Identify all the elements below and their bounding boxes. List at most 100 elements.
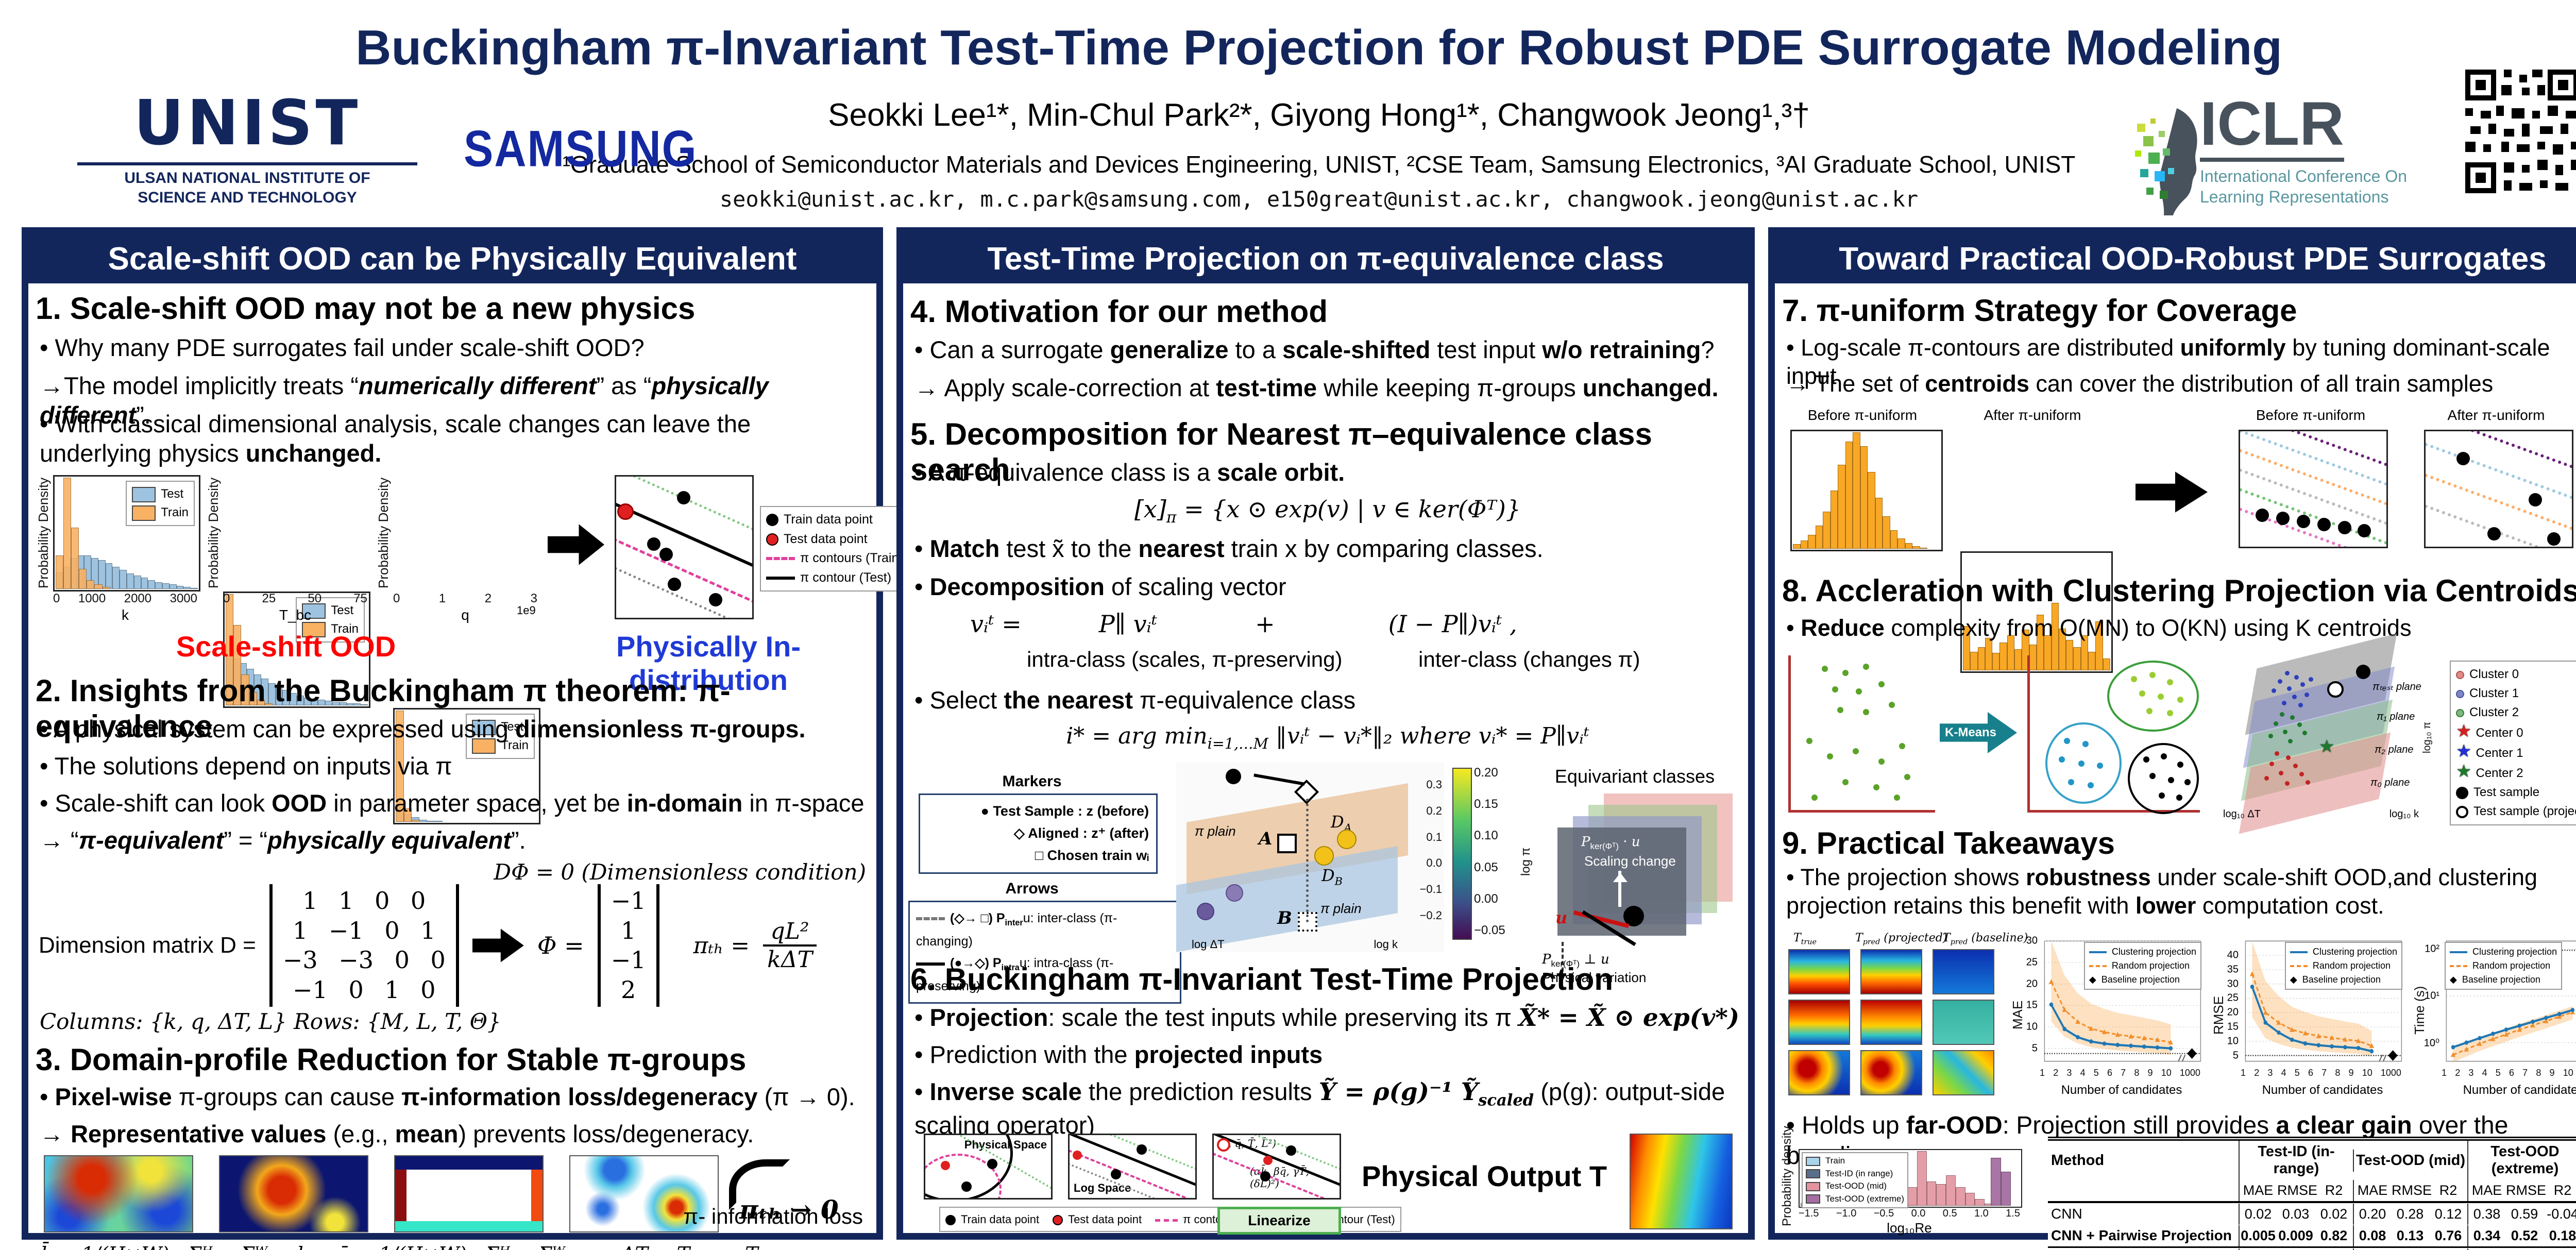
arrow-right-icon bbox=[472, 928, 524, 962]
train-sample-yellow-2 bbox=[1314, 846, 1334, 866]
table-group-header: Test-ID (in-range) bbox=[2239, 1141, 2353, 1180]
result-line-charts: MAE 30 25 20 15 10 5 Clustering projection Ra… bbox=[2010, 935, 2576, 1102]
section-9-title: 9. Practical Takeaways bbox=[1782, 826, 2115, 860]
hist-k-xticks: 0 1000 2000 3000 bbox=[53, 592, 197, 605]
train-swatch bbox=[132, 505, 156, 521]
s5-bullet-2: • Match test x̃ to the nearest train x b… bbox=[914, 535, 1544, 562]
pi-plain-label-2: π plain bbox=[1320, 901, 1362, 916]
pi-information-loss-label: π- information loss bbox=[683, 1204, 863, 1228]
plot3d-x-axis: log ΔT bbox=[1192, 938, 1225, 951]
physical-variation-label: Physical variation bbox=[1542, 970, 1647, 985]
s9-bullet-1: • The projection shows robustness under … bbox=[1786, 864, 2538, 919]
heatmap-k-field bbox=[44, 1155, 193, 1232]
figure-projection-3d: Markers ● Test Sample : z (before) ◇ Ali… bbox=[908, 763, 1743, 1004]
figure-scale-shift-histograms: Probability Density Test Train 0 1000 2000… bbox=[32, 475, 909, 824]
pi-contour-train-gray bbox=[616, 556, 752, 618]
log-space-plot: Log Space bbox=[1068, 1134, 1197, 1200]
unist-subtitle-2: SCIENCE AND TECHNOLOGY bbox=[138, 189, 357, 206]
dimensionless-condition: DΦ = 0 (Dimensionless condition) bbox=[494, 859, 866, 885]
arrow-right-icon bbox=[2136, 471, 2208, 513]
s2-bullet-4: → “π-equivalent” = “physically equivalen… bbox=[40, 826, 526, 854]
train-point bbox=[677, 491, 690, 504]
orbit-equation: [x]π = {x ⊙ exp(v) | v ∈ ker(Φᵀ)} bbox=[1134, 495, 1521, 527]
scaling-vector-label: Pker(Φᵀ) · u bbox=[1581, 834, 1640, 852]
s4-bullet-1: • Can a surrogate generalize to a scale-… bbox=[914, 336, 1715, 363]
s5-bullet-4: • Select the nearest π-equivalence class bbox=[914, 686, 1356, 714]
page-title: Buckingham π-Invariant Test-Time Project… bbox=[355, 20, 2282, 75]
test-open-circle bbox=[1217, 1138, 1230, 1152]
green-scatter bbox=[1788, 655, 1935, 813]
equivariant-classes-stack: Pker(Φᵀ) · u Scaling change u Pker(Φᵀ) ⊥… bbox=[1542, 793, 1743, 985]
test-dot bbox=[941, 1161, 950, 1170]
s5-bullet-3: • Decomposition of scaling vector bbox=[914, 573, 1286, 600]
unist-subtitle-1: ULSAN NATIONAL INSTITUTE OF bbox=[124, 170, 370, 187]
s8-bullet-1: • Reduce complexity from O(MN) to O(KN) … bbox=[1786, 615, 2412, 641]
caption-physically-in-distribution: Physically In-distribution bbox=[616, 630, 801, 696]
pi-plain-label-1: π plain bbox=[1195, 823, 1236, 839]
up-arrow-head bbox=[1613, 866, 1628, 882]
markers-legend: ● Test Sample : z (before) ◇ Aligned : z… bbox=[919, 793, 1158, 874]
authors: Seokki Lee¹*, Min-Chul Park²*, Giyong Ho… bbox=[828, 97, 1810, 133]
train-sample-purple-1 bbox=[1226, 884, 1243, 902]
heatmap-pi-degenerate bbox=[569, 1155, 719, 1232]
cluster-3d-plot: ★ πₜₑₛₜ plane π₁ plane π₂ plane π₀ plane… bbox=[2218, 633, 2434, 834]
figure-projection-results: Ttrue Tpred (projected) Tpred (baseline)… bbox=[1778, 932, 2576, 1102]
panel1-header: Scale-shift OOD can be Physically Equiva… bbox=[28, 234, 876, 283]
physical-space-plot: Physical Space bbox=[924, 1134, 1053, 1200]
s2-bullet-2: • The solutions depend on inputs via π bbox=[40, 752, 452, 780]
fig1-legend-2: Test Train bbox=[296, 597, 365, 643]
fig1-legend-3: Test Train bbox=[466, 714, 535, 759]
formula-dt: ΔT = Tₘₐₓ − Tₘᵢₙ bbox=[621, 1243, 782, 1250]
pi-to-zero-label: πₜₕ → 0 bbox=[739, 1194, 839, 1225]
cluster-green-ellipse bbox=[2107, 661, 2199, 732]
figure-pi-uniform: Before π-uniform After π-uniform Before … bbox=[1785, 407, 2576, 673]
intra-class-label: intra-class (scales, π-preserving) bbox=[1027, 647, 1343, 671]
test-sample-point bbox=[1226, 769, 1241, 784]
s6-bullet-1: • Projection: scale the test inputs whil… bbox=[914, 1004, 1740, 1032]
iclr-wordmark: ICLR bbox=[2200, 93, 2344, 162]
fig1-ylabel-2: Probability Density bbox=[206, 477, 221, 588]
kmeans-arrow: K-Means bbox=[1940, 712, 2017, 753]
heatmap-q-field bbox=[219, 1155, 368, 1232]
iclr-logo: ICLR International Conference On Learnin… bbox=[2200, 93, 2447, 207]
histogram-k: Test Train bbox=[53, 475, 200, 592]
s7-bullet-1: • Log-scale π-contours are distributed u… bbox=[1786, 334, 2550, 389]
hist-k-xlabel: k bbox=[122, 607, 129, 623]
center-star: ★ bbox=[2319, 737, 2335, 756]
scaling-change-label: Scaling change bbox=[1584, 853, 1676, 869]
projected-space-plot: (k̄, q̄, T̄, L̄²) (αk̄, βq̄, γT̄, (δL)²) bbox=[1212, 1134, 1341, 1200]
train-sample-purple-2 bbox=[1197, 903, 1214, 920]
affiliations: ¹Graduate School of Semiconductor Materi… bbox=[562, 151, 2076, 178]
s1-bullet-2: →The model implicitly treats “numericall… bbox=[40, 372, 769, 429]
scatter-before-pi-uniform bbox=[2239, 430, 2388, 548]
physical-output-heatmap bbox=[1630, 1134, 1733, 1229]
section-1-title: 1. Scale-shift OOD may not be a new phys… bbox=[36, 291, 696, 326]
test-point bbox=[617, 503, 634, 520]
cluster-legend: Cluster 0 Cluster 1 Cluster 2 ★ Center 0 … bbox=[2450, 661, 2576, 825]
plot3d-y-axis: log k bbox=[1374, 938, 1398, 951]
panel-scale-shift-ood: Scale-shift OOD can be Physically Equiva… bbox=[22, 227, 909, 1250]
section-4-title: 4. Motivation for our method bbox=[910, 294, 1328, 329]
s2-bullet-1: • A physical system can be expressed usi… bbox=[40, 715, 806, 742]
panel2-header: Test-Time Projection on π-equivalence cl… bbox=[903, 234, 1748, 283]
plot3d-z-ticks: 0.3 0.2 0.1 0.0 −0.1 −0.2 bbox=[1419, 778, 1442, 922]
unist-wordmark: UNIST bbox=[133, 88, 361, 159]
arrows-legend: (◇→ □) Pinteru: inter-class (π-changing)… bbox=[908, 901, 1181, 1004]
decomposition-equation: vᵢᵗ = P∥ vᵢᵗ + (I − P∥)vᵢᵗ , bbox=[970, 610, 1517, 638]
train-sample-yellow-1 bbox=[1337, 830, 1357, 849]
pi-contour-test bbox=[616, 492, 752, 578]
fig1-ylabel-3: Probability Density bbox=[376, 477, 391, 588]
intra-arrow-icon bbox=[916, 962, 945, 966]
table-row: CNN 0.02 0.03 0.02 0.20 0.28 0.12 0.38 0.59 -0.04 bbox=[2048, 1203, 2576, 1225]
panel-practical-surrogates: Toward Practical OOD-Robust PDE Surrogat… bbox=[1768, 227, 2576, 1250]
table-group-header: Test-OOD (extreme) bbox=[2467, 1141, 2576, 1180]
pi-th-fraction: qL² kΔT bbox=[763, 918, 817, 973]
heatmap-domain-mask bbox=[394, 1155, 544, 1232]
test-sample-dot bbox=[2356, 665, 2370, 679]
iclr-subtitle-2: Learning Representations bbox=[2200, 188, 2389, 206]
point-A-label: A bbox=[1259, 829, 1273, 849]
colorbar-ticks: 0.20 0.15 0.10 0.05 0.00 −0.05 bbox=[1474, 766, 1505, 937]
columns-rows-note: Columns: {k, q, ΔT, L} Rows: {M, L, T, Θ… bbox=[40, 1009, 501, 1034]
section-8-title: 8. Accleration with Clustering Projectio… bbox=[1782, 573, 2576, 608]
